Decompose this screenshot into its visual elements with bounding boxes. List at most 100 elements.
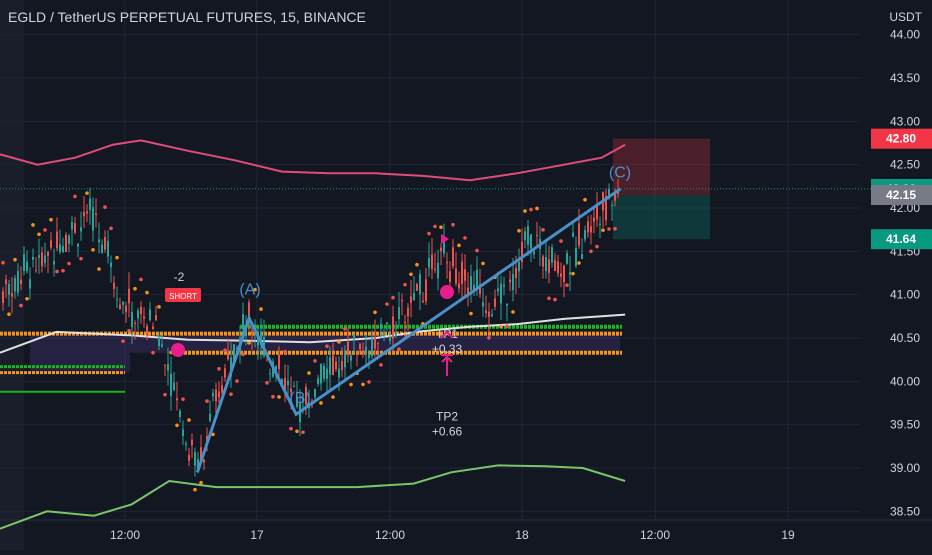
candle-body — [38, 255, 40, 258]
candle-body — [371, 338, 373, 357]
candle-body — [167, 364, 169, 371]
indicator-dot — [565, 283, 569, 287]
candle-body — [293, 386, 295, 388]
wave-label: (B) — [289, 390, 310, 407]
indicator-dot — [85, 191, 89, 195]
candle-body — [125, 305, 127, 312]
indicator-dot — [409, 272, 413, 277]
indicator-dot — [13, 257, 17, 262]
candle-body — [23, 254, 25, 272]
candle-body — [89, 198, 91, 211]
price-tag-bg — [871, 185, 932, 205]
candle-body — [431, 254, 433, 270]
candle-body — [176, 398, 178, 401]
candle-body — [440, 247, 442, 252]
grid — [0, 0, 932, 521]
indicator-dot — [139, 277, 143, 282]
indicator-dot — [367, 380, 371, 384]
candle-body — [2, 291, 4, 304]
indicator-dot — [97, 267, 101, 271]
candle-body — [563, 265, 565, 283]
candle-body — [395, 332, 397, 337]
candle-body — [512, 274, 514, 290]
candle-body — [158, 337, 160, 347]
horizontal-levels — [0, 324, 622, 393]
indicator-dot — [553, 297, 557, 302]
lower-band — [0, 464, 626, 530]
indicator-dot — [7, 312, 11, 317]
candle-body — [545, 257, 547, 272]
candle-body — [407, 307, 409, 317]
candle-body — [251, 330, 253, 335]
indicator-dot — [241, 352, 245, 357]
price-axis-label: 43.50 — [890, 71, 920, 85]
candle-body — [41, 252, 43, 267]
candle-body — [56, 231, 58, 249]
candle-body — [110, 262, 112, 268]
indicator-dot — [175, 423, 179, 428]
candle-body — [290, 388, 292, 393]
candle-body — [425, 279, 427, 302]
candle-body — [560, 273, 562, 277]
candle-body — [26, 261, 28, 272]
candle-body — [149, 309, 151, 321]
indicator-dot — [457, 243, 461, 248]
candle-body — [467, 287, 469, 295]
indicator-dot — [547, 296, 551, 301]
indicator-dot — [235, 379, 239, 383]
indicator-dot — [583, 197, 587, 202]
indicator-dot — [121, 339, 125, 343]
candle-body — [80, 227, 82, 232]
candle-body — [470, 276, 472, 291]
candle-body — [482, 302, 484, 307]
candle-body — [71, 221, 73, 230]
indicator-dot — [379, 363, 383, 367]
candle-body — [200, 447, 202, 461]
candle-body — [230, 357, 232, 377]
candle-body — [398, 307, 400, 320]
candle-body — [107, 240, 109, 257]
indicator-dot — [559, 239, 563, 243]
candle-body — [344, 350, 346, 368]
take-profit-zone — [613, 195, 710, 240]
candle-body — [458, 283, 460, 289]
candle-body — [83, 211, 85, 217]
candle-body — [455, 268, 457, 284]
candle-body — [524, 231, 526, 241]
price-tag-bg — [871, 229, 932, 250]
indicator-dot — [505, 324, 509, 328]
candle-body — [77, 243, 79, 247]
candle-body — [362, 350, 364, 353]
candle-body — [248, 302, 250, 320]
tp1-arrow-icon — [440, 330, 454, 339]
candle-body — [611, 205, 613, 207]
candle-body — [317, 378, 319, 384]
candle-body — [197, 459, 199, 470]
indicator-dot — [361, 382, 365, 387]
candle-body — [179, 410, 181, 417]
candle-body — [572, 232, 574, 237]
indicator-dot — [19, 303, 23, 308]
candle-body — [581, 254, 583, 260]
indicator-dot — [463, 236, 467, 240]
candle-body — [488, 311, 490, 317]
price-tag-label: 42.15 — [886, 188, 916, 202]
candle-body — [386, 322, 388, 324]
price-tag: 41.64 — [871, 229, 932, 250]
candle-body — [128, 288, 130, 304]
price-tag: 42.80 — [871, 128, 932, 149]
indicator-dot — [211, 432, 215, 437]
candle-body — [413, 293, 415, 301]
price-tag-label: 42.80 — [886, 132, 916, 146]
candle-body — [599, 223, 601, 225]
candle-body — [68, 235, 70, 244]
candle-body — [383, 332, 385, 336]
candle-body — [368, 354, 370, 359]
time-axis-label: 19 — [781, 528, 795, 542]
candle-body — [233, 344, 235, 363]
time-axis[interactable]: 12:00 17 12:00 18 12:00 19 — [110, 528, 795, 542]
entry-marker-icon — [171, 343, 185, 357]
upper-band — [0, 139, 626, 182]
